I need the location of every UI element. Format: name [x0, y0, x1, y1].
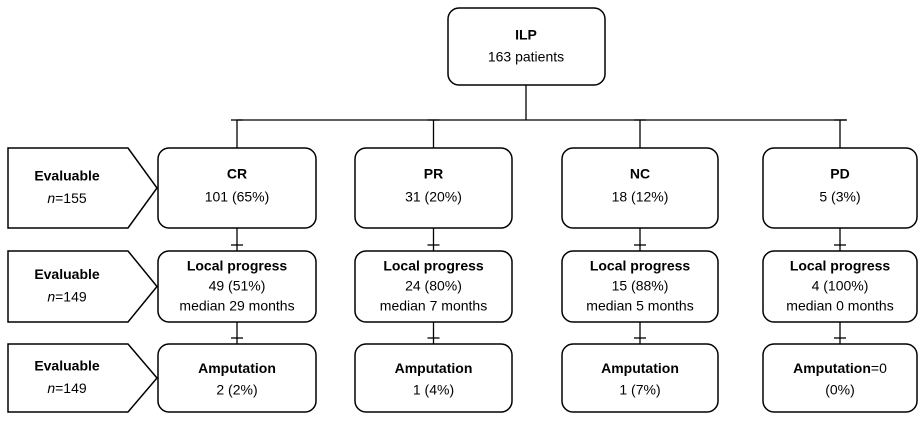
row-label: Evaluable [34, 358, 100, 374]
amputation-label: Amputation [601, 360, 679, 376]
amputation-value: 1 (7%) [619, 382, 660, 398]
progress-title: Local progress [383, 258, 484, 274]
row-label: Evaluable [34, 168, 100, 184]
amputation-label: Amputation [793, 360, 871, 376]
amputation-title: Amputation=0 [793, 360, 887, 376]
progress-median: median 5 months [586, 298, 693, 314]
amputation-box [157, 343, 317, 413]
row-n: n=155 [47, 190, 87, 206]
progress-value: 15 (88%) [612, 278, 669, 294]
progress-title: Local progress [187, 258, 288, 274]
root-title: ILP [515, 27, 537, 43]
n-value: =155 [55, 190, 87, 206]
row-n: n=149 [47, 288, 87, 304]
progress-median: median 29 months [179, 298, 294, 314]
response-value: 31 (20%) [405, 189, 462, 205]
amputation-suffix: =0 [871, 360, 887, 376]
response-value: 18 (12%) [612, 189, 669, 205]
amputation-label: Amputation [198, 360, 276, 376]
root-box [447, 7, 606, 86]
response-box [354, 147, 513, 229]
row-arrow [7, 147, 158, 229]
progress-median: median 7 months [380, 298, 487, 314]
amputation-box [561, 343, 719, 413]
amputation-title: Amputation [395, 360, 473, 376]
n-value: =149 [55, 380, 87, 396]
response-box [157, 147, 317, 229]
amputation-title: Amputation [198, 360, 276, 376]
response-value: 5 (3%) [819, 189, 860, 205]
n-value: =149 [55, 288, 87, 304]
row-n: n=149 [47, 380, 87, 396]
n-symbol: n [47, 288, 55, 304]
response-title: PD [830, 166, 849, 182]
response-title: PR [424, 166, 443, 182]
progress-box [762, 250, 918, 323]
progress-value: 4 (100%) [812, 278, 869, 294]
response-title: CR [227, 166, 247, 182]
row-label: Evaluable [34, 266, 100, 282]
amputation-value: 1 (4%) [413, 382, 454, 398]
amputation-box [762, 343, 918, 413]
amputation-box [354, 343, 513, 413]
response-box [561, 147, 719, 229]
amputation-value: 2 (2%) [216, 382, 257, 398]
response-box [762, 147, 918, 229]
progress-title: Local progress [590, 258, 691, 274]
n-symbol: n [47, 190, 55, 206]
progress-median: median 0 months [786, 298, 893, 314]
amputation-value: (0%) [825, 382, 855, 398]
response-value: 101 (65%) [205, 189, 270, 205]
progress-title: Local progress [790, 258, 891, 274]
amputation-label: Amputation [395, 360, 473, 376]
progress-value: 49 (51%) [209, 278, 266, 294]
amputation-title: Amputation [601, 360, 679, 376]
row-arrow [7, 343, 158, 413]
response-title: NC [630, 166, 650, 182]
root-subtitle: 163 patients [488, 49, 564, 65]
progress-box [561, 250, 719, 323]
progress-box [157, 250, 317, 323]
row-arrow [7, 250, 158, 323]
n-symbol: n [47, 380, 55, 396]
progress-box [354, 250, 513, 323]
progress-value: 24 (80%) [405, 278, 462, 294]
